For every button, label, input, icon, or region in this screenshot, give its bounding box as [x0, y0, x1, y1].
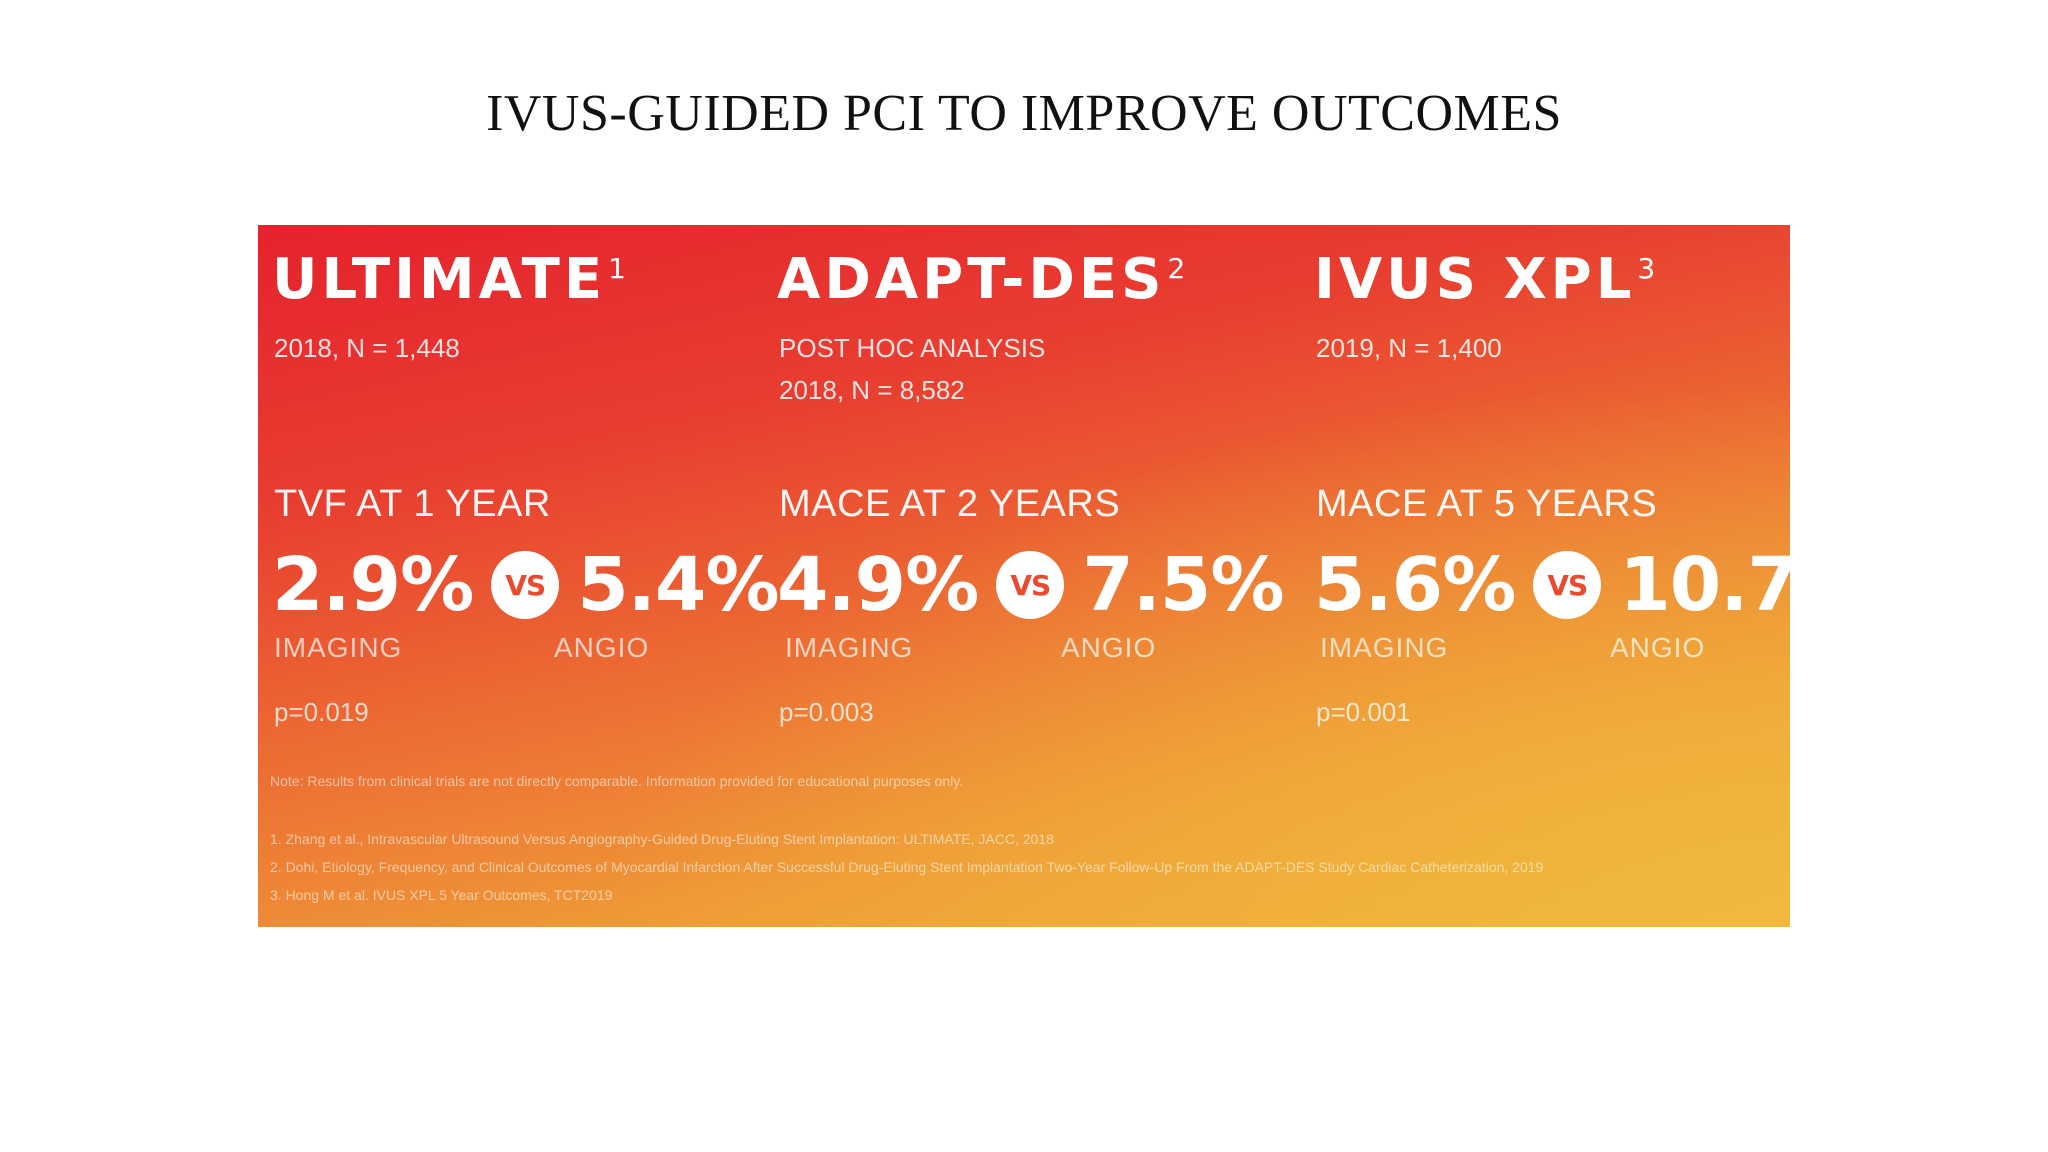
trial-card-ultimate: ULTIMATE1 2018, N = 1,448 TVF AT 1 YEAR … [272, 225, 779, 727]
imaging-label: IMAGING [274, 632, 403, 663]
trial-card-adapt-des: ADAPT-DES2 POST HOC ANALYSIS 2018, N = 8… [777, 225, 1297, 727]
angio-value: 7.5% [1082, 542, 1284, 628]
slide-title: IVUS-GUIDED PCI TO IMPROVE OUTCOMES [486, 85, 1562, 142]
angio-value: 10.7% [1619, 542, 1790, 628]
reference-item: 3. Hong M et al. IVUS XPL 5 Year Outcome… [270, 887, 613, 903]
vs-badge: VS [1533, 551, 1602, 619]
trial-meta: 2019, N = 1,400 [1316, 333, 1502, 363]
imaging-value: 5.6% [1314, 542, 1516, 628]
trial-meta: POST HOC ANALYSIS [779, 333, 1046, 363]
trial-meta: 2018, N = 1,448 [274, 333, 460, 363]
trial-name: IVUS XPL3 [1314, 247, 1656, 312]
reference-item: 2. Dohi, Etiology, Frequency, and Clinic… [270, 859, 1544, 875]
reference-marker: 1 [608, 252, 626, 286]
trial-results-banner: ULTIMATE1 2018, N = 1,448 TVF AT 1 YEAR … [258, 225, 1790, 927]
imaging-value: 2.9% [272, 542, 474, 628]
p-value: p=0.003 [779, 697, 874, 727]
stat-comparison: 5.6% VS 10.7% [1314, 542, 1790, 628]
disclaimer-note: Note: Results from clinical trials are n… [270, 773, 964, 789]
p-value: p=0.001 [1316, 697, 1411, 727]
imaging-label: IMAGING [1320, 632, 1449, 663]
imaging-label: IMAGING [785, 632, 914, 663]
angio-label: ANGIO [554, 632, 650, 663]
trial-endpoint: TVF AT 1 YEAR [274, 483, 551, 525]
trial-endpoint: MACE AT 2 YEARS [779, 483, 1121, 525]
stat-comparison: 4.9% VS 7.5% [777, 542, 1284, 628]
angio-label: ANGIO [1610, 632, 1706, 663]
trial-endpoint: MACE AT 5 YEARS [1316, 483, 1658, 525]
angio-value: 5.4% [577, 542, 779, 628]
reference-item: 1. Zhang et al., Intravascular Ultrasoun… [270, 831, 1054, 847]
vs-badge: VS [491, 551, 560, 619]
trial-meta: 2018, N = 8,582 [779, 375, 965, 405]
reference-marker: 2 [1167, 252, 1186, 286]
imaging-value: 4.9% [777, 542, 979, 628]
trial-name: ULTIMATE1 [272, 247, 626, 312]
reference-marker: 3 [1637, 252, 1656, 286]
references-list: 1. Zhang et al., Intravascular Ultrasoun… [270, 825, 1543, 909]
angio-label: ANGIO [1061, 632, 1157, 663]
p-value: p=0.019 [274, 697, 369, 727]
vs-badge: VS [996, 551, 1065, 619]
trial-name: ADAPT-DES2 [777, 247, 1186, 312]
stat-comparison: 2.9% VS 5.4% [272, 542, 779, 628]
trial-card-ivus-xpl: IVUS XPL3 2019, N = 1,400 MACE AT 5 YEAR… [1314, 225, 1790, 727]
